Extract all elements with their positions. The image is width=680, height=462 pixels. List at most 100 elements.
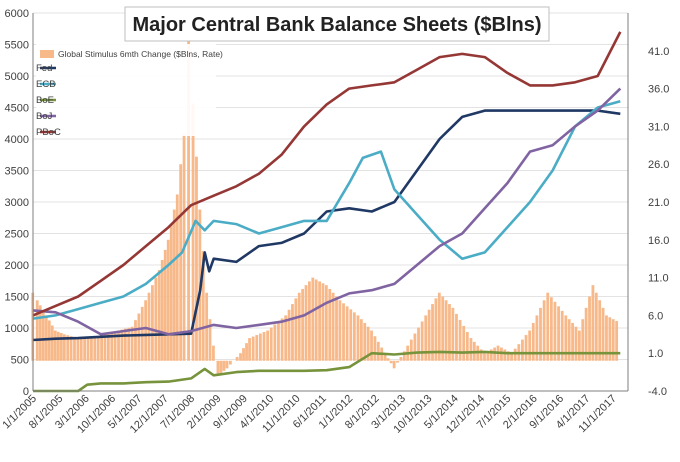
stimulus-bar [79, 338, 83, 361]
stimulus-bar [420, 321, 424, 361]
stimulus-bar [427, 309, 431, 361]
legend-swatch [40, 50, 54, 58]
title-group: Major Central Bank Balance Sheets ($Blns… [124, 6, 550, 42]
bar-series [31, 28, 619, 376]
series-line-ecb [32, 99, 621, 320]
stimulus-bar [134, 320, 137, 361]
stimulus-bar [144, 300, 148, 361]
y-right-tick-label: 31.0 [648, 121, 669, 133]
stimulus-bar [73, 337, 76, 361]
stimulus-bar [376, 341, 380, 361]
y-left-tick-label: 5500 [5, 40, 29, 52]
stimulus-bar [535, 315, 539, 361]
y-left-tick-label: 6000 [5, 8, 29, 20]
stimulus-bar [269, 327, 273, 361]
stimulus-bar [584, 307, 588, 361]
stimulus-bar [455, 313, 458, 361]
stimulus-bar [219, 360, 223, 374]
series-line-boe [33, 350, 621, 393]
line-series [32, 31, 622, 393]
stimulus-bar [493, 347, 497, 361]
stimulus-bar [69, 336, 73, 361]
legend-background [36, 44, 216, 136]
stimulus-bar [483, 353, 486, 361]
stimulus-bar [228, 360, 232, 365]
stimulus-bar [311, 277, 315, 361]
stimulus-bar [66, 335, 70, 361]
stimulus-bar [175, 194, 179, 361]
stimulus-bar [127, 327, 131, 361]
stimulus-bar [245, 343, 248, 361]
stimulus-bar [117, 330, 120, 361]
stimulus-bar [157, 270, 161, 361]
y-left-tick-label: 3000 [5, 197, 29, 209]
stimulus-bar [465, 332, 469, 361]
stimulus-bar [549, 297, 553, 361]
series-line-pboc [32, 31, 622, 317]
stimulus-bar [266, 330, 270, 361]
stimulus-bar [324, 285, 328, 361]
stimulus-bar [424, 315, 428, 361]
stimulus-bar [301, 288, 305, 361]
stimulus-bar [462, 325, 466, 361]
legend-label: Fed [36, 63, 52, 74]
stimulus-bar [96, 336, 100, 361]
stimulus-bar [38, 305, 42, 361]
stimulus-bar [608, 317, 612, 361]
stimulus-bar [314, 279, 318, 361]
y-left-tick-label: 2000 [5, 260, 29, 272]
stimulus-bar [235, 356, 239, 361]
stimulus-bar [441, 296, 445, 361]
y-left-tick-label: 4500 [5, 103, 29, 115]
stimulus-bar [588, 296, 591, 361]
stimulus-bar [539, 307, 542, 361]
stimulus-bar [321, 283, 325, 361]
stimulus-bar [399, 356, 403, 361]
stimulus-bar [137, 313, 141, 361]
stimulus-bar [546, 292, 550, 361]
legend-label: BoE [36, 95, 54, 106]
chart-title: Major Central Bank Balance Sheets ($Blns… [132, 14, 541, 36]
legend: Global Stimulus 6mth Change ($Blns, Rate… [36, 44, 223, 138]
stimulus-bar [56, 331, 60, 361]
series-line-fed [32, 109, 621, 342]
legend-label: PBoC [36, 127, 61, 138]
stimulus-bar [564, 315, 568, 361]
stimulus-bar [521, 339, 524, 361]
stimulus-bar [615, 321, 619, 361]
stimulus-bar [396, 360, 399, 363]
y-left-ticks: 0 500 1000 1500 2000 2500 3000 3500 4000 4500 5000… [5, 8, 29, 398]
stimulus-bar [187, 28, 190, 361]
stimulus-bar [191, 103, 195, 361]
stimulus-bar [208, 319, 212, 361]
stimulus-bar [86, 338, 90, 361]
stimulus-bar [402, 351, 406, 361]
stimulus-bar [297, 292, 301, 361]
stimulus-bar [160, 259, 164, 361]
stimulus-bar [308, 281, 311, 361]
y-right-tick-label: -4.0 [648, 386, 667, 398]
legend-label: Global Stimulus 6mth Change ($Blns, Rate… [58, 49, 223, 59]
stimulus-bar [147, 292, 151, 361]
stimulus-bar [255, 335, 259, 361]
stimulus-bar [557, 306, 560, 361]
y-left-tick-label: 4000 [5, 134, 29, 146]
stimulus-bar [363, 322, 367, 361]
stimulus-bar [574, 326, 578, 361]
stimulus-bar [304, 285, 308, 361]
stimulus-bar [560, 310, 564, 361]
stimulus-bar [100, 335, 103, 361]
stimulus-bar [242, 348, 245, 361]
y-right-tick-label: 11.0 [648, 273, 669, 285]
y-left-tick-label: 1000 [5, 323, 29, 335]
stimulus-bar [383, 353, 387, 361]
stimulus-bar [163, 249, 167, 361]
stimulus-bar [331, 292, 335, 361]
stimulus-bar [222, 360, 226, 371]
stimulus-bar [486, 351, 490, 361]
title-box [124, 6, 550, 42]
stimulus-bar [594, 292, 598, 361]
stimulus-bar [280, 318, 284, 361]
y-right-tick-label: 26.0 [648, 159, 669, 171]
stimulus-bar [434, 298, 438, 361]
